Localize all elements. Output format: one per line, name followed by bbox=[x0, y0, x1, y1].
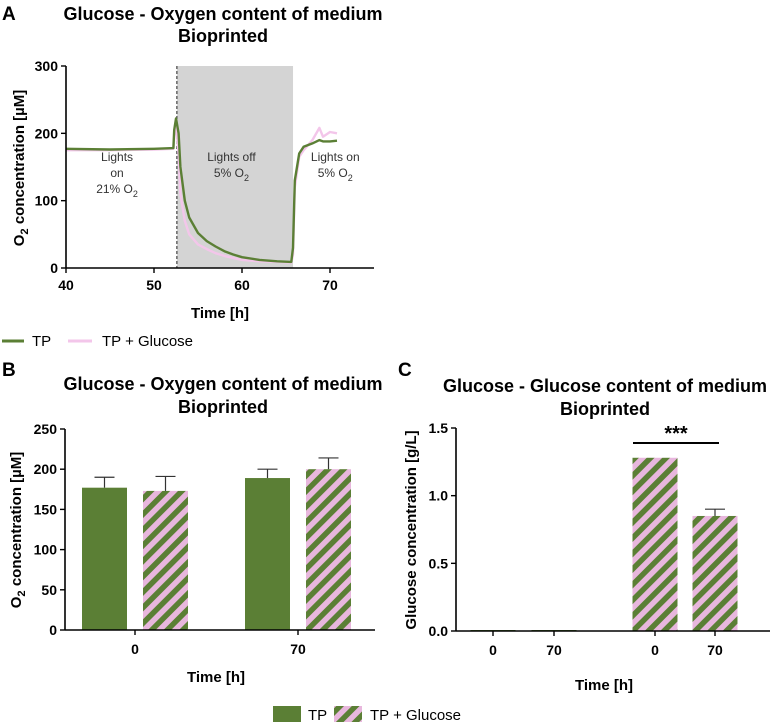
y-tick-label: 0 bbox=[49, 622, 57, 638]
panel-a-plot: Lights on 21% O2 Lights off 5% O2 Lights on 5%… bbox=[35, 58, 374, 293]
y-tick-label: 250 bbox=[34, 421, 58, 437]
panel-c-title-line2: Bioprinted bbox=[560, 399, 650, 419]
panel-b-title-line2: Bioprinted bbox=[178, 397, 268, 417]
panel-c-title-line1: Glucose - Glucose content of medium bbox=[443, 376, 767, 396]
legend-bottom-glucose-label: TP + Glucose bbox=[370, 707, 461, 724]
y-tick-label: 0.0 bbox=[429, 623, 449, 639]
y-tick-label: 200 bbox=[34, 461, 58, 477]
x-tick-label: 40 bbox=[58, 277, 74, 293]
lights-off-region bbox=[176, 66, 294, 268]
region-annotation: 5% O2 bbox=[214, 166, 249, 183]
region-annotation: 5% O2 bbox=[318, 166, 353, 183]
panel-a-title-line1: Glucose - Oxygen content of medium bbox=[63, 4, 382, 24]
series-tp-line bbox=[65, 117, 338, 264]
x-tick-label: 70 bbox=[546, 642, 562, 658]
y-tick-label: 1.0 bbox=[429, 488, 449, 504]
y-tick-label: 200 bbox=[35, 125, 59, 141]
x-tick-label: 70 bbox=[290, 641, 306, 657]
bar-tp-glucose bbox=[143, 490, 188, 630]
panel-a-ylabel: O2 concentration [µM] bbox=[11, 90, 31, 247]
region-annotation: Lights off bbox=[207, 150, 256, 164]
bar-tp bbox=[245, 478, 290, 630]
panel-b-plot: 0 70 0 50 100 150 200 250 bbox=[34, 421, 375, 657]
y-tick-label: 50 bbox=[41, 582, 57, 598]
bar-tp-glucose bbox=[692, 515, 738, 631]
region-annotation: Lights on bbox=[311, 150, 360, 164]
panel-b-title-line1: Glucose - Oxygen content of medium bbox=[63, 374, 382, 394]
panel-a-letter: A bbox=[2, 4, 16, 25]
x-tick-label: 60 bbox=[234, 277, 250, 293]
legend-a-glucose-label: TP + Glucose bbox=[102, 333, 193, 350]
y-tick-label: 100 bbox=[34, 542, 58, 558]
panel-c-letter: C bbox=[398, 360, 412, 381]
legend-bottom-tp-label: TP bbox=[308, 707, 327, 724]
panel-c-ylabel: Glucose concentration [g/L] bbox=[403, 430, 420, 629]
region-annotation: Lights bbox=[101, 150, 133, 164]
panel-b-ylabel: O2 concentration [µM] bbox=[8, 452, 28, 609]
panel-c-plot: 0 70 0 70 *** 0.0 0.5 1.0 1.5 bbox=[429, 420, 770, 658]
x-tick-label: 70 bbox=[707, 642, 723, 658]
x-tick-label: 50 bbox=[146, 277, 162, 293]
x-tick-label: 70 bbox=[322, 277, 338, 293]
region-annotation: on bbox=[110, 166, 123, 180]
legend-bottom-tp-swatch bbox=[273, 706, 301, 722]
y-tick-label: 150 bbox=[34, 501, 58, 517]
panel-b-letter: B bbox=[2, 360, 16, 381]
bar-tp bbox=[82, 487, 127, 630]
y-tick-label: 0 bbox=[50, 260, 58, 276]
bar-tp-glucose bbox=[306, 469, 351, 630]
y-tick-label: 1.5 bbox=[429, 420, 449, 436]
bar-tp-glucose bbox=[632, 457, 678, 631]
panel-b-xlabel: Time [h] bbox=[187, 669, 245, 686]
region-annotation: 21% O2 bbox=[96, 182, 138, 199]
significance-label: *** bbox=[664, 423, 688, 445]
panel-a-xlabel: Time [h] bbox=[191, 305, 249, 322]
x-tick-label: 0 bbox=[651, 642, 659, 658]
y-tick-label: 300 bbox=[35, 58, 59, 74]
x-tick-label: 0 bbox=[131, 641, 139, 657]
y-tick-label: 100 bbox=[35, 193, 59, 209]
x-tick-label: 0 bbox=[489, 642, 497, 658]
panel-c-xlabel: Time [h] bbox=[575, 677, 633, 694]
legend-a-tp-label: TP bbox=[32, 333, 51, 350]
y-tick-label: 0.5 bbox=[429, 555, 449, 571]
panel-a-title-line2: Bioprinted bbox=[178, 26, 268, 46]
legend-bottom-glucose-swatch bbox=[334, 706, 362, 722]
